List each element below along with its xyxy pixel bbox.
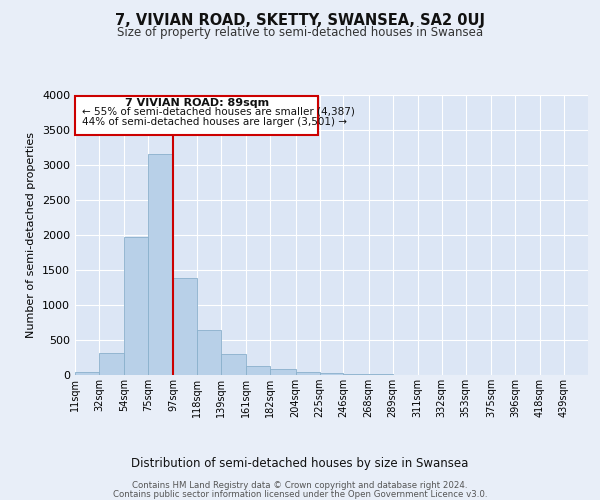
Bar: [368, 374, 392, 375]
Y-axis label: Number of semi-detached properties: Number of semi-detached properties: [26, 132, 37, 338]
Text: Contains HM Land Registry data © Crown copyright and database right 2024.: Contains HM Land Registry data © Crown c…: [132, 481, 468, 490]
Text: ← 55% of semi-detached houses are smaller (4,387): ← 55% of semi-detached houses are smalle…: [82, 106, 355, 117]
Text: Contains public sector information licensed under the Open Government Licence v3: Contains public sector information licen…: [113, 490, 487, 499]
Text: 44% of semi-detached houses are larger (3,501) →: 44% of semi-detached houses are larger (…: [82, 118, 347, 128]
Bar: [173, 278, 197, 375]
Bar: [197, 330, 221, 375]
Bar: [343, 374, 368, 375]
Text: 7, VIVIAN ROAD, SKETTY, SWANSEA, SA2 0UJ: 7, VIVIAN ROAD, SKETTY, SWANSEA, SA2 0UJ: [115, 12, 485, 28]
Bar: [221, 354, 247, 375]
Text: 7 VIVIAN ROAD: 89sqm: 7 VIVIAN ROAD: 89sqm: [125, 98, 269, 108]
Bar: [247, 366, 271, 375]
Text: Size of property relative to semi-detached houses in Swansea: Size of property relative to semi-detach…: [117, 26, 483, 39]
Bar: [296, 372, 320, 375]
Text: Distribution of semi-detached houses by size in Swansea: Distribution of semi-detached houses by …: [131, 458, 469, 470]
Bar: [271, 370, 296, 375]
Bar: [148, 154, 173, 375]
Bar: [320, 373, 343, 375]
Bar: [99, 352, 124, 375]
FancyBboxPatch shape: [75, 96, 319, 135]
Bar: [75, 372, 99, 375]
Bar: [124, 237, 148, 375]
